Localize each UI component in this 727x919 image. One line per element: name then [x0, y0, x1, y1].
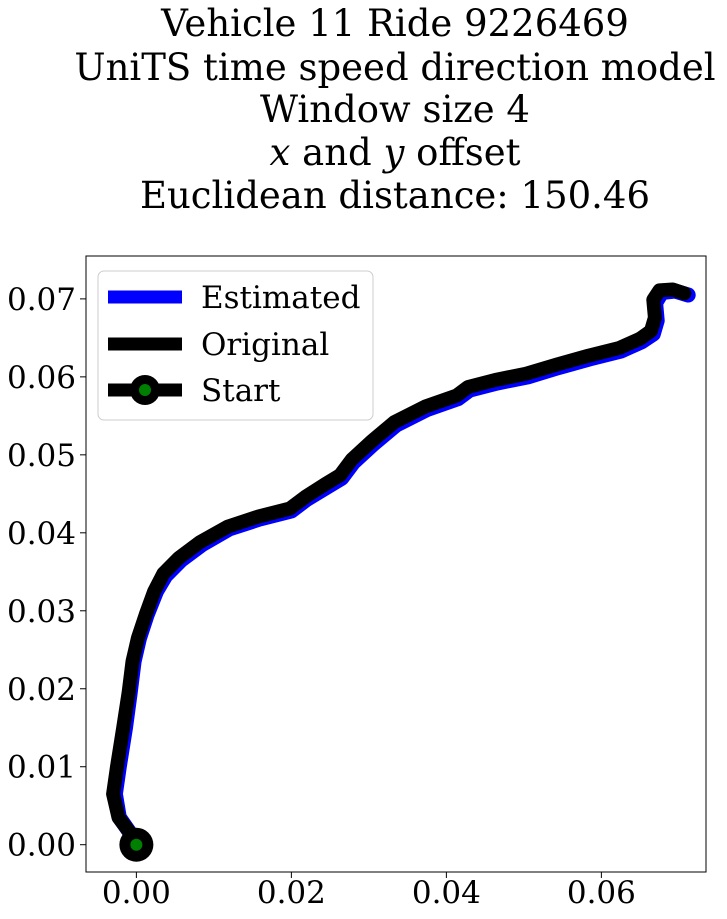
y-tick-label: 0.07 [7, 282, 76, 318]
chart-title-line: UniTS time speed direction model [74, 46, 715, 89]
x-tick-label: 0.06 [567, 875, 636, 911]
series-line-original [106, 282, 692, 852]
legend-label-original: Original [201, 327, 329, 363]
legend: Estimated Original Start [97, 270, 374, 421]
x-tick-label: 0.00 [102, 875, 171, 911]
start-marker-inner [130, 838, 143, 851]
series-group [106, 282, 696, 853]
y-tick-label: 0.06 [7, 360, 76, 396]
legend-label-start: Start [201, 373, 281, 409]
chart-title-line: Vehicle 11 Ride 9226469 [160, 2, 629, 45]
plot-area-frame [85, 255, 707, 873]
y-tick-label: 0.03 [7, 594, 76, 630]
chart-title-line: Window size 4 [260, 88, 530, 131]
x-tick-label: 0.02 [257, 875, 326, 911]
x-tick-label: 0.04 [412, 875, 481, 911]
chart-title-line: x and y offset [270, 131, 521, 174]
y-axis: 0.00 0.01 0.02 0.03 0.04 0.05 0.06 0.07 [7, 282, 86, 864]
y-tick-label: 0.01 [7, 750, 76, 786]
y-tick-label: 0.02 [7, 672, 76, 708]
legend-frame [97, 270, 374, 421]
y-tick-label: 0.05 [7, 438, 76, 474]
legend-start-marker-inner [139, 384, 151, 396]
y-tick-label: 0.00 [7, 828, 76, 864]
x-axis: 0.00 0.02 0.04 0.06 [102, 872, 636, 911]
chart-title-line: Euclidean distance: 150.46 [140, 174, 650, 217]
y-tick-label: 0.04 [7, 516, 76, 552]
start-marker-group [119, 827, 154, 862]
legend-label-estimated: Estimated [201, 280, 360, 316]
